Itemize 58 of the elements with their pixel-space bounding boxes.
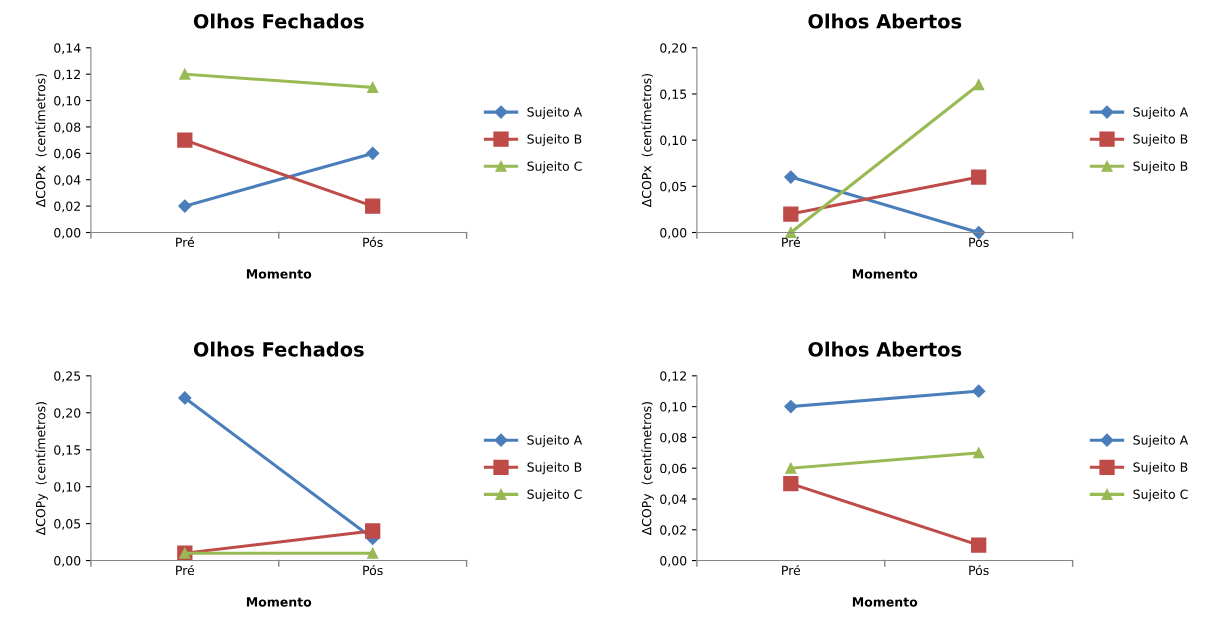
x-tick-label: Pré	[782, 236, 801, 248]
y-axis-title: ΔCOPx (centímetros)	[641, 74, 653, 208]
y-tick-label: 0,00	[54, 227, 81, 239]
legend-label: Sujeito B	[1133, 462, 1188, 475]
y-tick-label: 0,12	[660, 371, 686, 383]
y-tick-label: 0,00	[54, 556, 81, 567]
chart-title: Olhos Abertos	[808, 341, 962, 357]
y-axis-title: ΔCOPx (centímetros)	[35, 74, 47, 208]
x-tick-label: Pré	[782, 564, 801, 576]
y-tick-label: 0,08	[54, 122, 81, 134]
legend-label: Sujeito C	[527, 161, 582, 174]
legend-label: Sujeito B	[527, 462, 582, 475]
x-axis-title: Momento	[852, 269, 918, 279]
y-tick-label: 0,06	[660, 463, 687, 475]
y-tick-label: 0,10	[660, 135, 687, 147]
x-tick-label: Pós	[969, 236, 989, 248]
y-tick-label: 0,02	[54, 201, 80, 213]
x-tick-label: Pré	[176, 236, 195, 248]
legend-label: Sujeito A	[1133, 106, 1189, 120]
y-tick-label: 0,12	[54, 69, 80, 81]
y-tick-label: 0,05	[660, 181, 687, 193]
legend-label: Sujeito C	[1133, 489, 1188, 502]
y-axis-title: ΔCOPy (centímetros)	[35, 402, 48, 536]
y-tick-label: 0,08	[660, 432, 687, 444]
x-tick-label: Pré	[176, 564, 195, 576]
y-axis-title: ΔCOPy (centímetros)	[641, 402, 654, 536]
y-tick-label: 0,14	[54, 43, 81, 54]
legend-label: Sujeito B	[527, 134, 582, 147]
y-tick-label: 0,00	[660, 227, 687, 239]
y-tick-label: 0,15	[54, 445, 81, 456]
x-axis-title: Momento	[246, 269, 312, 279]
y-tick-label: 0,25	[54, 371, 81, 383]
y-tick-label: 0,10	[660, 402, 687, 413]
y-tick-label: 0,04	[54, 175, 81, 186]
x-tick-label: Pós	[969, 564, 989, 576]
chart-title: Olhos Abertos	[808, 13, 962, 29]
legend-label: Sujeito B	[1133, 161, 1188, 174]
legend-label: Sujeito A	[527, 106, 583, 120]
legend-label: Sujeito A	[527, 435, 583, 448]
x-tick-label: Pós	[363, 564, 383, 576]
y-tick-label: 0,05	[54, 519, 81, 530]
y-tick-label: 0,02	[660, 525, 686, 536]
y-tick-label: 0,04	[660, 494, 687, 506]
chart-title: Olhos Fechados	[193, 13, 364, 29]
x-axis-title: Momento	[852, 597, 918, 607]
y-tick-label: 0,06	[54, 148, 81, 160]
y-tick-label: 0,15	[660, 89, 687, 101]
y-tick-label: 0,20	[54, 408, 81, 419]
legend-label: Sujeito A	[1133, 435, 1189, 448]
x-tick-label: Pós	[363, 236, 383, 248]
y-tick-label: 0,00	[660, 556, 687, 567]
legend-label: Sujeito C	[527, 489, 582, 502]
y-tick-label: 0,10	[54, 482, 81, 493]
y-tick-label: 0,20	[660, 43, 687, 54]
legend-label: Sujeito B	[1133, 134, 1188, 147]
x-axis-title: Momento	[246, 597, 312, 607]
chart-title: Olhos Fechados	[193, 341, 364, 357]
y-tick-label: 0,10	[54, 96, 81, 107]
